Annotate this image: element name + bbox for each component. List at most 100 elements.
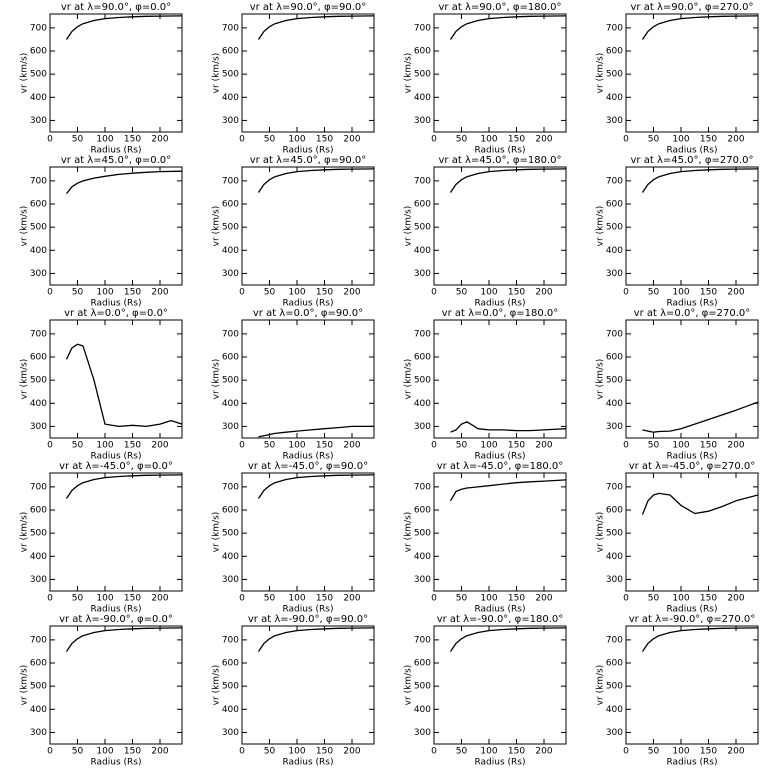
x-tick-label: 50 (264, 135, 276, 145)
panel: vr at λ=-45.0°, φ=0.0° 0 50 100 150 200 300 400… (20, 461, 183, 615)
panel-title: vr at λ=0.0°, φ=90.0° (253, 308, 363, 319)
y-tick-label: 600 (222, 506, 239, 516)
y-tick-label: 500 (222, 70, 239, 80)
x-tick-label: 50 (264, 288, 276, 298)
plot-area (641, 15, 758, 40)
panel: vr at λ=45.0°, φ=270.0° 0 50 100 150 200 300 40… (596, 155, 759, 309)
x-tick-label: 200 (727, 594, 744, 604)
panel: vr at λ=45.0°, φ=90.0° 0 50 100 150 200 300 400… (212, 155, 375, 309)
y-tick-label: 300 (222, 269, 239, 279)
y-tick-label: 300 (30, 269, 47, 279)
x-tick-label: 200 (535, 594, 552, 604)
y-tick-label: 300 (606, 728, 623, 738)
x-tick-label: 100 (672, 747, 689, 757)
x-tick-label: 0 (623, 747, 629, 757)
panel-title: vr at λ=-45.0°, φ=180.0° (437, 461, 564, 472)
x-tick-label: 100 (480, 594, 497, 604)
x-tick-label: 100 (672, 288, 689, 298)
data-line (65, 170, 182, 195)
plot-area (257, 474, 374, 499)
y-tick-label: 600 (222, 659, 239, 669)
x-tick-label: 0 (47, 288, 53, 298)
x-tick-label: 50 (648, 135, 660, 145)
x-tick-label: 0 (239, 441, 245, 451)
x-tick-label: 200 (727, 135, 744, 145)
panel: vr at λ=90.0°, φ=0.0° 0 50 100 150 200 300 400 5… (20, 2, 183, 156)
x-tick-label: 150 (700, 594, 717, 604)
x-tick-label: 50 (648, 747, 660, 757)
axes-frame (241, 13, 375, 133)
x-tick-label: 0 (623, 594, 629, 604)
x-tick-label: 200 (151, 441, 168, 451)
y-tick-label: 400 (606, 552, 623, 562)
plot-area (449, 627, 566, 652)
panel: vr at λ=-90.0°, φ=270.0° 0 50 100 150 200 300 4… (596, 614, 759, 768)
x-tick-label: 200 (343, 135, 360, 145)
y-tick-label: 400 (414, 246, 431, 256)
axes-frame (241, 472, 375, 592)
axes-frame (49, 13, 183, 133)
x-tick-label: 0 (239, 135, 245, 145)
x-tick-label: 0 (47, 135, 53, 145)
y-tick-label: 600 (606, 506, 623, 516)
x-tick-label: 0 (431, 441, 437, 451)
x-tick-label: 50 (456, 747, 468, 757)
x-axis-label: Radius (Rs) (90, 758, 141, 768)
x-axis-label: Radius (Rs) (474, 299, 525, 309)
y-axis-label: vr (km/s) (212, 206, 222, 247)
axes-frame (49, 625, 183, 745)
plot-area (449, 479, 566, 502)
data-line (449, 168, 566, 193)
y-tick-label: 400 (30, 93, 47, 103)
x-tick-label: 50 (456, 594, 468, 604)
y-tick-label: 700 (222, 23, 239, 33)
y-tick-label: 700 (414, 635, 431, 645)
y-axis-label: vr (km/s) (212, 512, 222, 553)
x-tick-label: 200 (535, 135, 552, 145)
y-tick-label: 700 (606, 635, 623, 645)
y-tick-label: 700 (30, 482, 47, 492)
y-axis-label: vr (km/s) (596, 665, 606, 706)
plot-area (65, 343, 182, 428)
data-line (450, 421, 566, 433)
axes-frame (241, 319, 375, 439)
panel: vr at λ=90.0°, φ=180.0° 0 50 100 150 200 300 40… (404, 2, 567, 156)
y-tick-label: 300 (414, 728, 431, 738)
panel: vr at λ=90.0°, φ=90.0° 0 50 100 150 200 300 400… (212, 2, 375, 156)
x-tick-label: 100 (288, 441, 305, 451)
axes-frame (625, 166, 759, 286)
y-tick-label: 400 (414, 705, 431, 715)
x-tick-label: 100 (672, 441, 689, 451)
data-line (65, 627, 182, 652)
x-tick-label: 150 (508, 135, 525, 145)
x-tick-label: 200 (151, 747, 168, 757)
panel: vr at λ=-45.0°, φ=90.0° 0 50 100 150 200 300 40… (212, 461, 375, 615)
x-tick-label: 150 (316, 135, 333, 145)
axes-frame (433, 319, 567, 439)
data-line (257, 15, 374, 40)
y-axis-label: vr (km/s) (596, 359, 606, 400)
plot-area (257, 15, 374, 40)
x-tick-label: 50 (72, 288, 84, 298)
y-tick-label: 500 (414, 682, 431, 692)
panel: vr at λ=-90.0°, φ=0.0° 0 50 100 150 200 300 400… (20, 614, 183, 768)
x-tick-label: 50 (72, 747, 84, 757)
x-tick-label: 100 (96, 135, 113, 145)
panel-title: vr at λ=90.0°, φ=0.0° (61, 2, 171, 13)
y-tick-label: 500 (606, 376, 623, 386)
y-tick-label: 700 (414, 329, 431, 339)
x-tick-label: 150 (700, 135, 717, 145)
y-tick-label: 600 (222, 200, 239, 210)
y-tick-label: 300 (222, 422, 239, 432)
plot-area (641, 168, 758, 193)
y-tick-label: 500 (606, 529, 623, 539)
axes-frame (433, 166, 567, 286)
y-tick-label: 500 (30, 70, 47, 80)
y-axis-label: vr (km/s) (596, 206, 606, 247)
x-tick-label: 150 (700, 288, 717, 298)
panel-title: vr at λ=90.0°, φ=270.0° (631, 2, 754, 13)
axes-frame (433, 625, 567, 745)
x-tick-label: 100 (288, 135, 305, 145)
x-tick-label: 0 (47, 594, 53, 604)
y-tick-label: 400 (222, 552, 239, 562)
